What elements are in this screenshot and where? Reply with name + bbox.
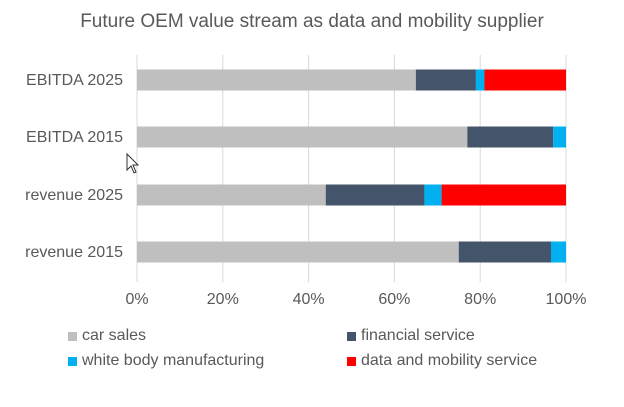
bar-segment-white-body-manufacturing	[424, 184, 442, 206]
bar-segment-white-body-manufacturing	[475, 69, 485, 91]
bar-segment-financial-service	[415, 69, 476, 91]
x-tick-label: 100%	[546, 291, 587, 308]
mouse-pointer-icon	[126, 153, 140, 174]
x-tick-label: 20%	[207, 291, 239, 308]
bar-segment-financial-service	[458, 241, 551, 263]
bar-segment-car-sales	[137, 69, 416, 91]
chart-title: Future OEM value stream as data and mobi…	[80, 11, 544, 32]
bar-segment-white-body-manufacturing	[553, 126, 566, 148]
y-category-label: revenue 2025	[25, 187, 123, 204]
y-category-label: EBITDA 2015	[26, 129, 123, 146]
bar-segment-data-and-mobility-service	[441, 184, 566, 206]
x-tick-label: 40%	[293, 291, 325, 308]
x-tick-label: 80%	[464, 291, 496, 308]
bar-segment-car-sales	[137, 184, 326, 206]
bar-segment-white-body-manufacturing	[550, 241, 566, 263]
x-tick-label: 60%	[378, 291, 410, 308]
x-tick-label: 0%	[125, 291, 148, 308]
bar-segment-car-sales	[137, 126, 468, 148]
bar-segment-data-and-mobility-service	[484, 69, 566, 91]
bar-segment-financial-service	[325, 184, 425, 206]
bar-segment-car-sales	[137, 241, 459, 263]
y-category-label: EBITDA 2025	[26, 72, 123, 89]
bar-segment-financial-service	[467, 126, 554, 148]
y-category-label: revenue 2015	[25, 244, 123, 261]
